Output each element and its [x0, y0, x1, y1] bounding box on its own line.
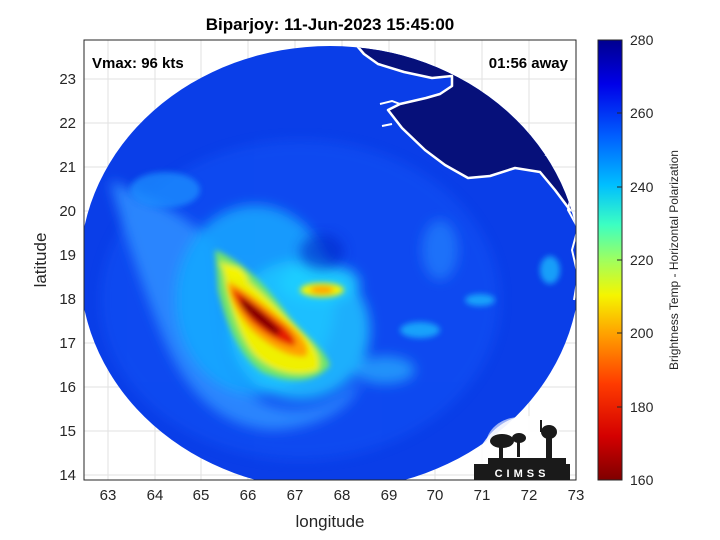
y-tick-label: 15: [59, 423, 76, 440]
x-tick-label: 68: [334, 487, 351, 504]
colorbar-tick-label: 220: [630, 252, 654, 268]
x-axis-label: longitude: [295, 512, 364, 531]
time-away-annotation: 01:56 away: [489, 55, 569, 72]
vmax-annotation: Vmax: 96 kts: [92, 55, 184, 72]
x-tick-label: 70: [427, 487, 444, 504]
colorbar: 160 180 200 220 240 260 280 Brightness T…: [597, 32, 681, 488]
x-tick-label: 69: [381, 487, 398, 504]
colorbar-tick-label: 240: [630, 179, 654, 195]
colorbar-tick-label: 180: [630, 399, 654, 415]
y-tick-label: 17: [59, 335, 76, 352]
y-tick-label: 22: [59, 115, 76, 132]
y-tick-label: 18: [59, 291, 76, 308]
map-axes: [83, 39, 577, 481]
y-tick-label: 16: [59, 379, 76, 396]
y-axis-label: latitude: [31, 233, 50, 288]
y-tick-label: 21: [59, 159, 76, 176]
logo-banner: [474, 464, 570, 480]
colorbar-tick-label: 260: [630, 105, 654, 121]
y-tick-label: 19: [59, 247, 76, 264]
x-tick-label: 72: [521, 487, 538, 504]
y-tick-label: 14: [59, 467, 76, 484]
x-tick-label: 71: [474, 487, 491, 504]
plot-title: Biparjoy: 11-Jun-2023 15:45:00: [206, 15, 455, 34]
x-tick-label: 63: [100, 487, 117, 504]
logo-text: CIMSS: [495, 468, 550, 480]
colorbar-tick-label: 200: [630, 325, 654, 341]
x-tick-label: 73: [568, 487, 585, 504]
colorbar-tick-label: 160: [630, 472, 654, 488]
colorbar-tick-label: 280: [630, 32, 654, 48]
axes-frame: [83, 39, 577, 481]
x-tick-label: 66: [240, 487, 257, 504]
y-tick-label: 20: [59, 203, 76, 220]
cimss-logo: CIMSS: [474, 415, 570, 480]
y-tick-label: 23: [59, 71, 76, 88]
x-tick-label: 64: [147, 487, 164, 504]
colorbar-label: Brightness Temp - Horizontal Polarizatio…: [667, 150, 681, 370]
y-axis: 14 15 16 17 18 19 20 21 22 23: [59, 71, 76, 484]
x-tick-label: 65: [193, 487, 210, 504]
x-axis: 63 64 65 66 67 68 69 70 71 72 73: [100, 487, 585, 504]
coastline-inlet: [379, 99, 401, 127]
x-tick-label: 67: [287, 487, 304, 504]
